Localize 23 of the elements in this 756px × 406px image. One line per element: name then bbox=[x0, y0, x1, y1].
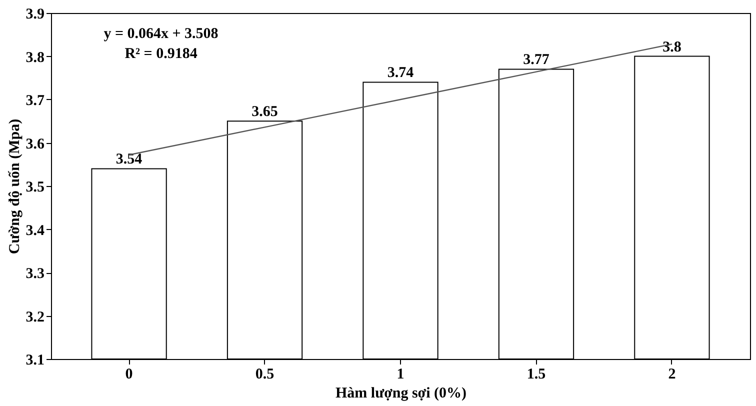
data-label: 3.77 bbox=[523, 52, 550, 68]
annotation: y = 0.064x + 3.508 bbox=[104, 26, 218, 42]
annotation: R² = 0.9184 bbox=[124, 46, 198, 62]
y-tick-label: 3.5 bbox=[26, 180, 44, 196]
data-label: 3.74 bbox=[387, 65, 414, 82]
x-tick-label: 1.5 bbox=[526, 366, 546, 382]
data-label: 3.54 bbox=[116, 152, 143, 168]
y-tick-label: 3.1 bbox=[26, 352, 44, 368]
y-tick-label: 3.2 bbox=[26, 309, 44, 326]
y-tick-label: 3.3 bbox=[26, 266, 44, 282]
x-tick-label: 0 bbox=[125, 366, 133, 382]
x-tick-label: 1 bbox=[396, 366, 404, 382]
y-tick-label: 3.4 bbox=[26, 222, 45, 239]
y-tick-label: 3.6 bbox=[26, 136, 45, 152]
y-tick-label: 3.7 bbox=[26, 93, 45, 109]
y-tick-label: 3.9 bbox=[26, 6, 44, 22]
y-axis-title: Cường độ uốn (Mpa) bbox=[6, 118, 23, 254]
data-label: 3.8 bbox=[662, 39, 682, 56]
y-tick-label: 3.8 bbox=[26, 50, 44, 66]
data-label: 3.65 bbox=[252, 104, 278, 120]
x-tick-label: 0.5 bbox=[255, 366, 274, 382]
x-axis-title: Hàm lượng sợi (0%) bbox=[335, 386, 467, 402]
x-tick-label: 2 bbox=[668, 366, 676, 382]
